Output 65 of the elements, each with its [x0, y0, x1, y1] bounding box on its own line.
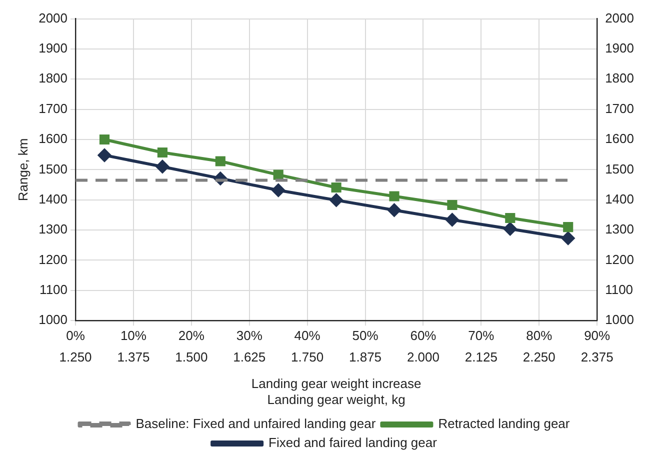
x-tick-label: 60%: [410, 328, 437, 343]
y-tick-label: 1600: [38, 131, 68, 146]
y2-tick-label: 1500: [605, 161, 634, 176]
y-tick-label: 1300: [38, 222, 68, 237]
x2-tick-label: 1.750: [291, 350, 324, 365]
y-tick-label: 1500: [38, 161, 68, 176]
y2-tick-label: 1600: [605, 131, 634, 146]
y2-tick-label: 1900: [605, 40, 634, 56]
x2-tick-label: 2.250: [522, 350, 556, 365]
point: [98, 148, 111, 162]
y-tick-label: 1900: [38, 40, 68, 56]
x2-tick-label: 1.875: [349, 350, 382, 365]
point: [562, 232, 575, 245]
y2-tick-label: 1100: [605, 282, 634, 297]
point: [215, 156, 226, 166]
x-tick-label: 20%: [178, 328, 205, 343]
y2-tick-label: 1300: [605, 222, 634, 237]
y-tick-label: 1700: [38, 100, 68, 116]
y-tick-label: 1800: [38, 70, 68, 86]
x-tick-label: 30%: [236, 328, 263, 343]
x-tick-label: 70%: [468, 328, 495, 343]
point: [99, 134, 110, 145]
y-tick-label: 1400: [38, 191, 68, 206]
x-tick-label: 10%: [120, 328, 147, 343]
legend-label: Fixed and faired landing gear: [268, 435, 438, 450]
x2-tick-label: 1.500: [175, 350, 208, 365]
y2-tick-label: 1200: [605, 252, 634, 267]
point: [272, 184, 285, 197]
y-tick-label: 1000: [38, 312, 68, 328]
y2-tick-label: 1400: [605, 191, 634, 206]
legend-label: Baseline: Fixed and unfaired landing gear: [136, 416, 376, 432]
x-tick-label: 50%: [352, 328, 379, 343]
y2-tick-label: 1000: [605, 312, 634, 328]
y2-tick-label: 1700: [605, 100, 634, 116]
point: [389, 191, 400, 202]
x2-tick-label: 2.125: [464, 350, 498, 365]
y-tick-label: 1200: [38, 252, 68, 267]
point: [504, 222, 517, 236]
y2-tick-label: 2000: [605, 10, 634, 26]
point: [157, 147, 168, 158]
point: [446, 213, 459, 226]
point: [331, 182, 342, 193]
point: [388, 204, 401, 217]
x-tick-label: 80%: [526, 328, 553, 343]
x2-tick-label: 1.250: [59, 350, 92, 365]
x2-axis-title: Landing gear weight, kg: [267, 392, 406, 407]
x2-tick-label: 1.375: [117, 350, 150, 365]
point: [330, 194, 343, 207]
point: [273, 170, 284, 180]
x-tick-label: 40%: [294, 328, 321, 343]
point: [447, 200, 458, 210]
x2-tick-label: 2.375: [580, 350, 614, 365]
legend-label: Retracted landing gear: [438, 416, 570, 432]
x-axis-title: Landing gear weight increase: [251, 376, 422, 392]
y-tick-label: 1100: [40, 282, 68, 297]
point: [156, 160, 169, 174]
y-tick-label: 2000: [38, 10, 68, 26]
x-tick-label: 90%: [584, 328, 611, 343]
y2-tick-label: 1800: [605, 70, 634, 86]
x2-tick-label: 2.000: [406, 350, 440, 365]
x2-tick-label: 1.625: [233, 350, 266, 365]
x-tick-label: 0%: [66, 328, 86, 343]
point: [505, 212, 516, 224]
point: [563, 222, 574, 232]
y-axis-title: Range, km: [15, 138, 30, 202]
